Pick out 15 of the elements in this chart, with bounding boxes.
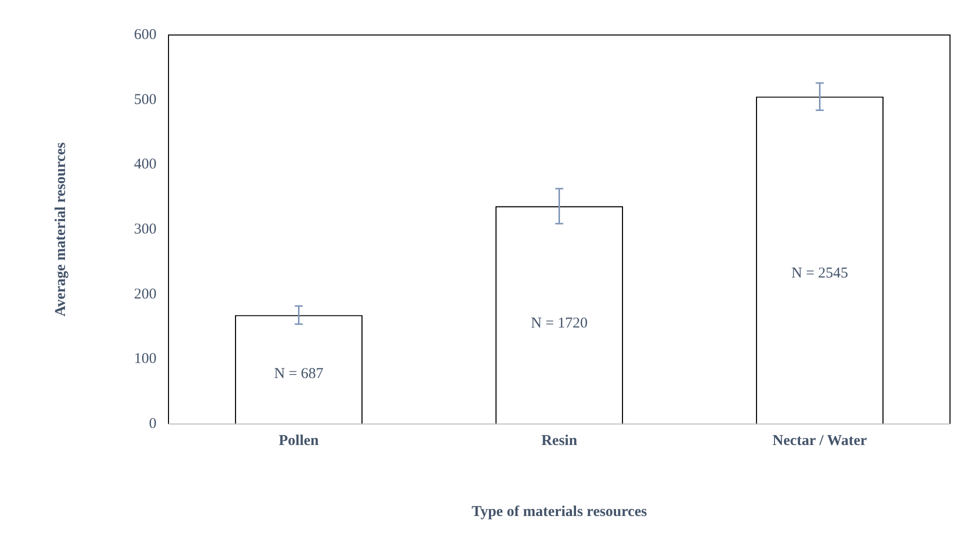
y-tick-label: 0 — [149, 416, 156, 432]
y-tick-label: 300 — [134, 221, 156, 238]
annotation: N = 687 — [274, 366, 324, 382]
y-axis-title: Average material resources — [52, 142, 69, 317]
x-tick-label: Nectar / Water — [772, 432, 868, 449]
annotation: N = 1720 — [530, 316, 588, 332]
y-tick-label: 400 — [134, 156, 156, 173]
y-tick-label: 500 — [134, 92, 156, 108]
y-tick-label: 600 — [134, 26, 156, 43]
annotation: N = 2545 — [791, 265, 848, 282]
y-tick-label: 100 — [134, 351, 156, 368]
x-axis-title: Type of materials resources — [472, 504, 648, 520]
x-tick-label: Resin — [541, 432, 578, 449]
y-tick-label: 200 — [134, 286, 156, 302]
x-tick-label: Pollen — [278, 432, 320, 449]
